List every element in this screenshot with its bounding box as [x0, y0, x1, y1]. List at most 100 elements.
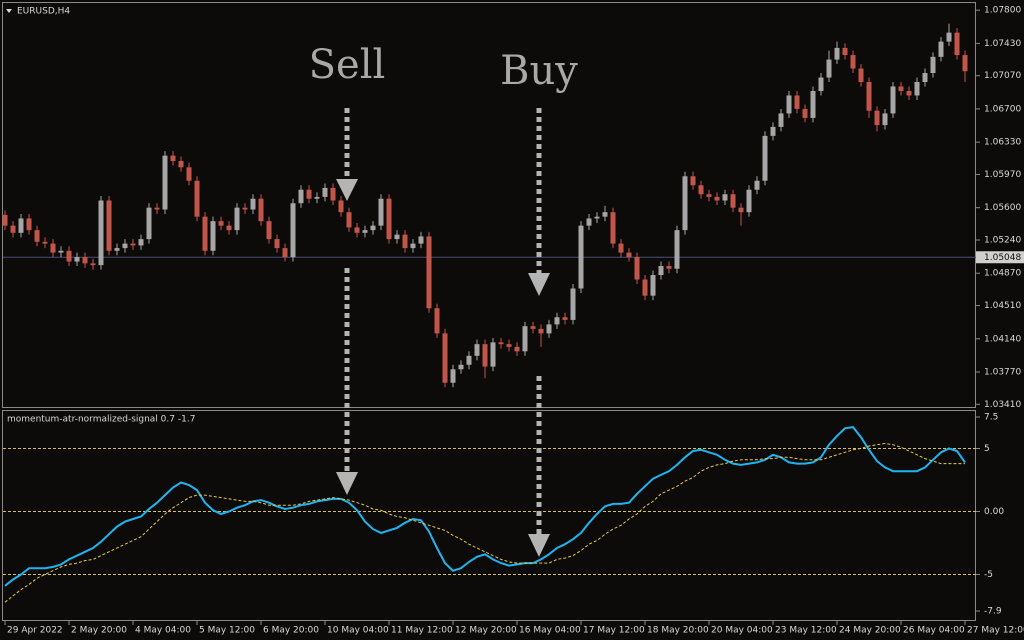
candle-body	[42, 241, 48, 244]
y-tick-label: 1.04140	[984, 334, 1021, 344]
candle-body	[514, 346, 520, 352]
candle-body	[178, 161, 184, 168]
candle-body	[634, 257, 640, 280]
candle-body	[194, 180, 200, 217]
candle-body	[282, 248, 288, 258]
candle-body	[250, 198, 256, 210]
candle-body	[74, 257, 80, 262]
candle-body	[482, 344, 488, 367]
candle-body	[826, 59, 832, 78]
y-tick-label: 1.04870	[984, 269, 1021, 279]
candle-body	[546, 324, 552, 334]
sell-arrow-head	[336, 472, 358, 495]
candle-body	[362, 230, 368, 233]
symbol-menu-icon[interactable]	[6, 9, 12, 13]
indicator-line	[4, 442, 965, 603]
x-tick-label: 24 May 20:00	[839, 626, 901, 636]
x-tick-label: 23 May 12:00	[775, 626, 837, 636]
candle-body	[898, 86, 904, 91]
candle-body	[170, 155, 176, 162]
candle-body	[234, 207, 240, 231]
x-tick-label: 18 May 20:00	[647, 626, 709, 636]
candle-body	[314, 196, 320, 199]
candle-body	[426, 236, 432, 309]
candle-body	[962, 55, 968, 72]
candle-body	[738, 207, 744, 213]
x-tick-label: 2 May 20:00	[71, 626, 127, 636]
buy-arrow-head	[528, 273, 550, 296]
current-price-label: 1.05048	[984, 253, 1021, 263]
candle-body	[946, 32, 952, 42]
candle-body	[610, 212, 616, 244]
y-tick-label: 5	[984, 444, 990, 454]
candle-body	[210, 221, 216, 251]
x-tick-label: 27 May 12:00	[967, 626, 1024, 636]
candle-body	[458, 364, 464, 370]
candle-body	[442, 333, 448, 383]
y-tick-label: 1.04510	[984, 301, 1021, 311]
x-tick-label: 17 May 12:00	[583, 626, 645, 636]
candle-body	[818, 77, 824, 91]
x-tick-label: 16 May 04:00	[519, 626, 581, 636]
candle-body	[866, 82, 872, 111]
sell-label: Sell	[309, 42, 386, 88]
candle-body	[954, 32, 960, 56]
candle-body	[722, 194, 728, 201]
candle-body	[410, 243, 416, 249]
y-tick-label: 1.06330	[984, 138, 1021, 148]
candle-body	[874, 110, 880, 126]
candle-body	[618, 243, 624, 253]
y-tick-label: 1.03410	[984, 400, 1021, 410]
candle-body	[490, 342, 496, 367]
candle-body	[594, 216, 600, 219]
candle-body	[562, 317, 568, 320]
candle-body	[306, 189, 312, 199]
candle-body	[586, 218, 592, 226]
candle-body	[682, 176, 688, 231]
candle-body	[218, 221, 224, 226]
candle-body	[330, 187, 336, 201]
x-tick-label: 20 May 04:00	[711, 626, 773, 636]
candle-body	[266, 221, 272, 240]
y-tick-label: 1.06700	[984, 104, 1021, 114]
y-tick-label: 7.5	[984, 413, 998, 423]
candle-body	[90, 263, 96, 266]
price-panel-frame	[2, 2, 976, 408]
buy-arrow-head	[528, 534, 550, 557]
candle-body	[290, 203, 296, 258]
candle-body	[130, 243, 136, 246]
candle-body	[794, 95, 800, 109]
y-tick-label: 0.00	[984, 507, 1004, 517]
candle-body	[378, 198, 384, 226]
candle-body	[578, 225, 584, 289]
candle-body	[34, 230, 40, 242]
candle-body	[58, 250, 64, 253]
candle-body	[162, 155, 168, 210]
candle-body	[538, 328, 544, 334]
candle-body	[650, 275, 656, 296]
x-tick-label: 26 May 04:00	[903, 626, 965, 636]
candle-body	[298, 189, 304, 204]
candle-body	[642, 279, 648, 296]
candle-body	[434, 308, 440, 334]
candle-body	[474, 344, 480, 356]
candle-body	[626, 252, 632, 258]
candle-body	[914, 82, 920, 96]
candle-body	[746, 189, 752, 213]
candle-body	[930, 56, 936, 74]
y-tick-label: 1.07430	[984, 39, 1021, 49]
symbol-title: EURUSD,H4	[17, 7, 70, 17]
candle-body	[506, 344, 512, 347]
candle-body	[386, 198, 392, 240]
candle-body	[138, 239, 144, 246]
candle-body	[666, 266, 672, 269]
candle-body	[258, 198, 264, 222]
candle-body	[570, 288, 576, 320]
y-tick-label: -7.9	[984, 607, 1002, 617]
candle-body	[882, 113, 888, 126]
candle-body	[658, 266, 664, 276]
candle-body	[106, 200, 112, 251]
candle-body	[114, 248, 120, 251]
